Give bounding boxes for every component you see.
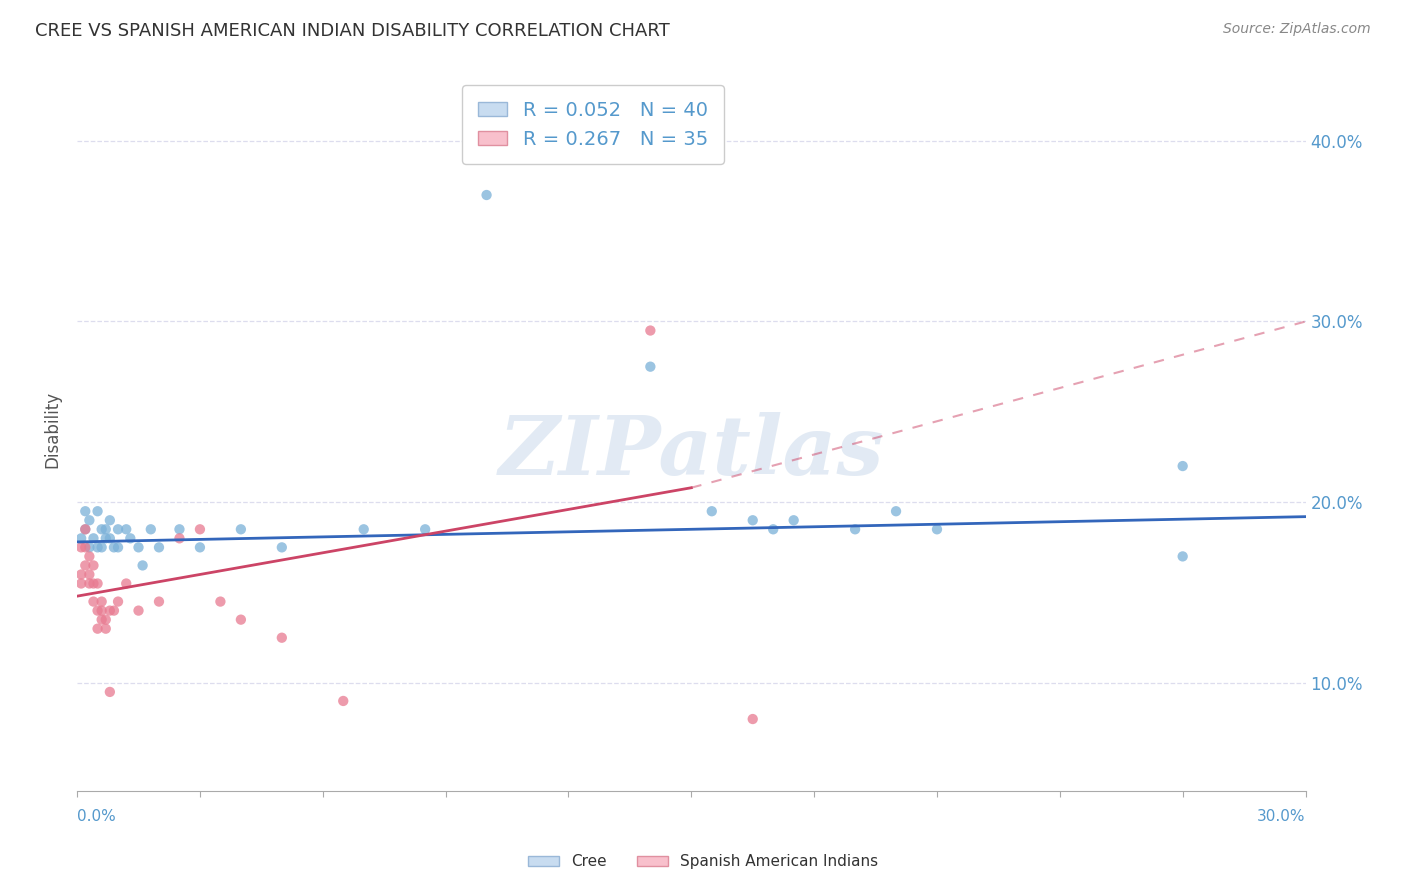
Point xyxy=(82,594,104,608)
Point xyxy=(79,567,101,582)
Point xyxy=(75,522,97,536)
Point xyxy=(79,513,101,527)
Point xyxy=(741,513,763,527)
Point xyxy=(86,541,108,555)
Point xyxy=(332,694,354,708)
Point xyxy=(188,522,211,536)
Point xyxy=(128,604,150,618)
Point xyxy=(98,513,121,527)
Text: 30.0%: 30.0% xyxy=(1257,809,1306,824)
Point xyxy=(70,541,93,555)
Point xyxy=(741,712,763,726)
Point xyxy=(169,532,191,546)
Text: 0.0%: 0.0% xyxy=(77,809,115,824)
Point xyxy=(70,567,93,582)
Point xyxy=(90,594,112,608)
Point xyxy=(700,504,723,518)
Point xyxy=(86,604,108,618)
Point xyxy=(82,576,104,591)
Point xyxy=(103,541,125,555)
Point xyxy=(169,522,191,536)
Point xyxy=(82,532,104,546)
Point xyxy=(413,522,436,536)
Point xyxy=(79,576,101,591)
Point xyxy=(884,504,907,518)
Text: CREE VS SPANISH AMERICAN INDIAN DISABILITY CORRELATION CHART: CREE VS SPANISH AMERICAN INDIAN DISABILI… xyxy=(35,22,669,40)
Point xyxy=(139,522,162,536)
Point xyxy=(103,604,125,618)
Point xyxy=(79,549,101,564)
Point xyxy=(98,685,121,699)
Point xyxy=(94,622,117,636)
Point xyxy=(86,576,108,591)
Point xyxy=(270,541,292,555)
Point xyxy=(1171,458,1194,473)
Point xyxy=(229,522,252,536)
Point xyxy=(128,541,150,555)
Legend: Cree, Spanish American Indians: Cree, Spanish American Indians xyxy=(522,848,884,875)
Point xyxy=(640,359,662,374)
Point xyxy=(353,522,375,536)
Y-axis label: Disability: Disability xyxy=(44,392,60,468)
Point xyxy=(79,541,101,555)
Point xyxy=(148,541,170,555)
Point xyxy=(188,541,211,555)
Point xyxy=(107,522,129,536)
Point xyxy=(90,541,112,555)
Point xyxy=(782,513,804,527)
Point xyxy=(229,613,252,627)
Point xyxy=(98,604,121,618)
Point xyxy=(90,522,112,536)
Point xyxy=(475,188,498,202)
Point xyxy=(94,532,117,546)
Point xyxy=(120,532,142,546)
Point xyxy=(75,558,97,573)
Text: ZIPatlas: ZIPatlas xyxy=(499,411,884,491)
Point xyxy=(82,558,104,573)
Point xyxy=(209,594,232,608)
Point xyxy=(115,576,138,591)
Point xyxy=(90,613,112,627)
Point xyxy=(75,522,97,536)
Point xyxy=(86,504,108,518)
Point xyxy=(270,631,292,645)
Point xyxy=(86,622,108,636)
Text: Source: ZipAtlas.com: Source: ZipAtlas.com xyxy=(1223,22,1371,37)
Point xyxy=(640,324,662,338)
Point xyxy=(925,522,948,536)
Point xyxy=(70,576,93,591)
Point xyxy=(90,604,112,618)
Point xyxy=(131,558,153,573)
Point xyxy=(75,504,97,518)
Point xyxy=(94,613,117,627)
Point xyxy=(98,532,121,546)
Point xyxy=(107,594,129,608)
Point xyxy=(762,522,785,536)
Point xyxy=(107,541,129,555)
Point xyxy=(94,522,117,536)
Point xyxy=(70,532,93,546)
Point xyxy=(844,522,866,536)
Point xyxy=(115,522,138,536)
Point xyxy=(148,594,170,608)
Point xyxy=(75,541,97,555)
Legend: R = 0.052   N = 40, R = 0.267   N = 35: R = 0.052 N = 40, R = 0.267 N = 35 xyxy=(463,86,724,164)
Point xyxy=(1171,549,1194,564)
